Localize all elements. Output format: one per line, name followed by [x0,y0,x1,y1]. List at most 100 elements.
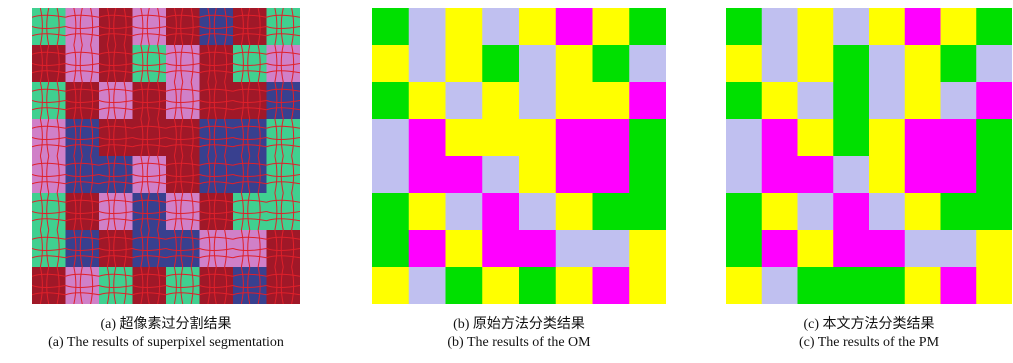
region [556,82,593,120]
region [833,45,869,83]
region [519,82,556,120]
region [905,267,941,304]
caption-en: (b) The results of the OM [372,334,666,352]
region [446,230,483,268]
region [267,82,301,120]
region [372,119,409,157]
region [200,45,234,83]
region [941,82,977,120]
region [66,267,100,304]
region [267,8,301,46]
caption-en: (c) The results of the PM [726,334,1012,352]
region [941,267,977,304]
region [32,119,66,157]
region [409,45,446,83]
region [66,156,100,194]
region [166,45,200,83]
region [372,45,409,83]
region [762,119,798,157]
region [233,230,267,268]
region [99,156,133,194]
region [372,193,409,231]
region [133,193,167,231]
region [409,119,446,157]
region [446,8,483,46]
region [833,193,869,231]
region [66,8,100,46]
region [593,82,630,120]
region [66,45,100,83]
caption-cn: (b) 原始方法分类结果 [372,316,666,334]
region [233,45,267,83]
region [593,45,630,83]
caption-cn: (a) 超像素过分割结果 [0,316,332,334]
region [941,119,977,157]
region [556,267,593,304]
region [798,119,834,157]
region [905,82,941,120]
region [233,119,267,157]
image-om [372,8,666,304]
region [409,230,446,268]
region [200,82,234,120]
region [833,156,869,194]
region [166,267,200,304]
region [267,119,301,157]
region [762,230,798,268]
region [976,8,1012,46]
region [32,82,66,120]
region [762,8,798,46]
region [66,193,100,231]
region [905,193,941,231]
region [233,193,267,231]
region [446,45,483,83]
region [133,230,167,268]
region [726,45,762,83]
region [66,82,100,120]
region [762,193,798,231]
caption: (a) 超像素过分割结果 (a) The results of superpix… [0,316,332,352]
region [482,82,519,120]
region [133,82,167,120]
region [482,8,519,46]
region [166,193,200,231]
region [66,119,100,157]
region [869,193,905,231]
region [99,82,133,120]
region [519,8,556,46]
region [446,193,483,231]
region [519,156,556,194]
region [556,156,593,194]
region [32,156,66,194]
region [762,82,798,120]
region [976,82,1012,120]
region [372,8,409,46]
region [941,8,977,46]
region [905,156,941,194]
region [798,193,834,231]
region [976,45,1012,83]
region [32,193,66,231]
region [833,267,869,304]
caption-en: (a) The results of superpixel segmentati… [0,334,332,352]
region [519,193,556,231]
region [32,230,66,268]
region [233,156,267,194]
region [833,8,869,46]
region [66,230,100,268]
region [233,82,267,120]
region [726,193,762,231]
region [99,230,133,268]
region [233,267,267,304]
region [556,230,593,268]
region [833,230,869,268]
region [99,119,133,157]
region [976,193,1012,231]
region [99,267,133,304]
region [372,230,409,268]
region [593,267,630,304]
region [976,119,1012,157]
region [409,82,446,120]
region [200,156,234,194]
region [976,267,1012,304]
